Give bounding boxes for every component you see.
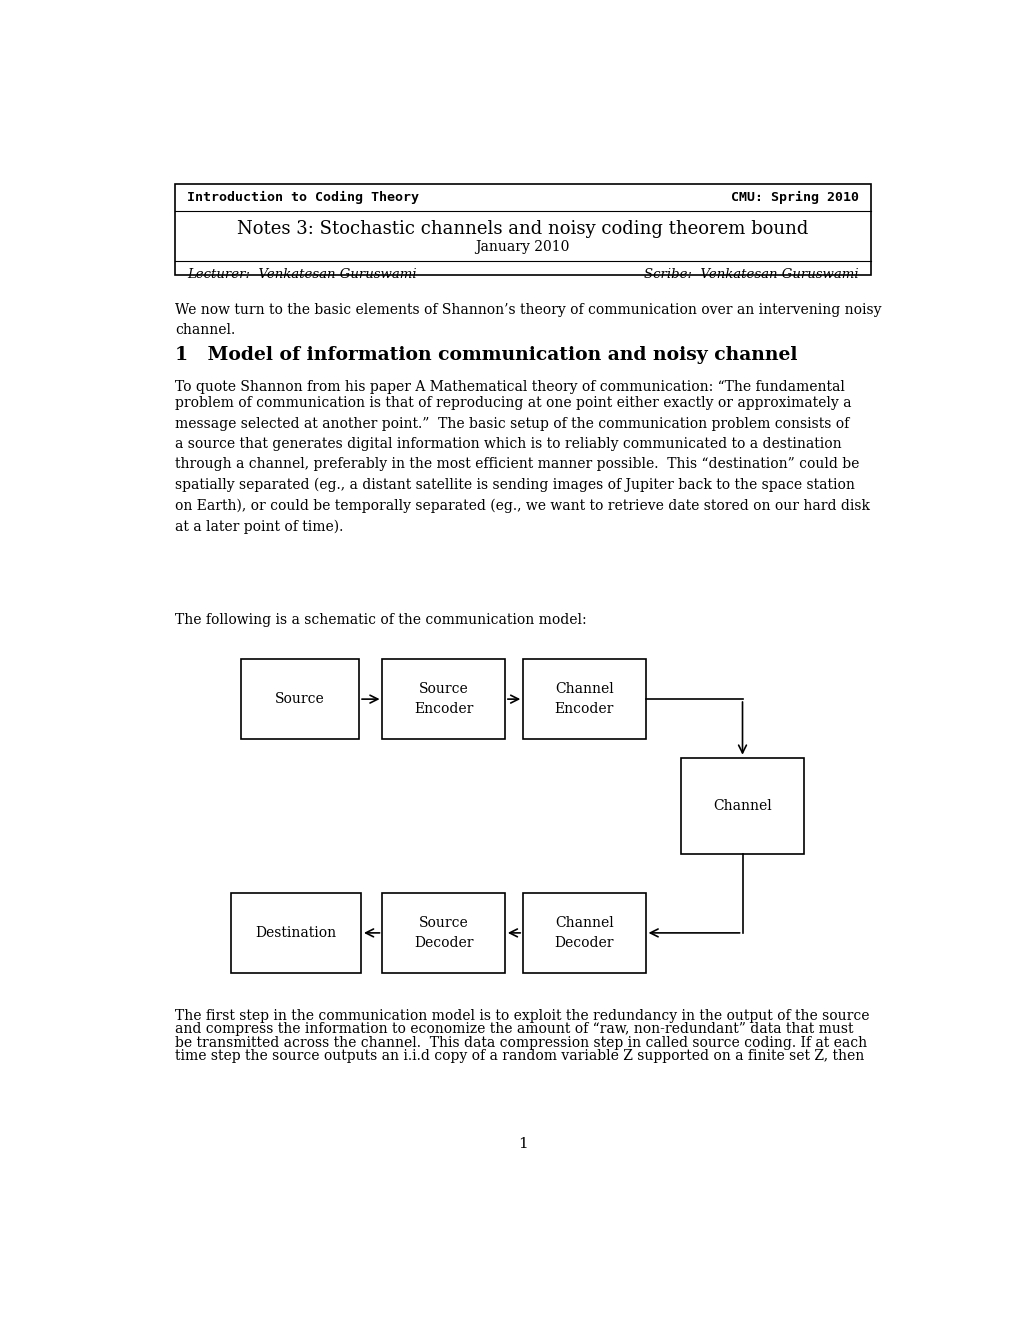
Text: Introduction to Coding Theory: Introduction to Coding Theory [186,191,419,205]
Bar [240,660,359,739]
Text: 1   Model of information communication and noisy channel: 1 Model of information communication and… [175,346,797,364]
Text: Lecturer:  Venkatesan Guruswami: Lecturer: Venkatesan Guruswami [186,268,416,281]
Text: time step the source outputs an i.i.d copy of a random variable Z supported on a: time step the source outputs an i.i.d co… [175,1049,863,1063]
Text: The first step in the communication model is to exploit the redundancy in the ou: The first step in the communication mode… [175,1008,868,1023]
Bar [382,660,504,739]
Text: Source: Source [275,692,324,706]
Bar [230,894,361,973]
Text: Scribe:  Venkatesan Guruswami: Scribe: Venkatesan Guruswami [643,268,858,281]
Text: 1: 1 [518,1138,527,1151]
Bar [175,183,869,276]
Text: be transmitted across the channel.  This data compression step in called source : be transmitted across the channel. This … [175,1036,866,1049]
Text: Channel: Channel [712,799,771,813]
Bar [681,758,803,854]
Text: The following is a schematic of the communication model:: The following is a schematic of the comm… [175,612,586,627]
Text: Notes 3: Stochastic channels and noisy coding theorem bound: Notes 3: Stochastic channels and noisy c… [236,219,808,238]
Text: Source
Encoder: Source Encoder [414,682,473,715]
Text: and compress the information to economize the amount of “raw, non-redundant” dat: and compress the information to economiz… [175,1022,853,1036]
Text: January 2010: January 2010 [475,240,570,253]
Text: problem of communication is that of reproducing at one point either exactly or a: problem of communication is that of repr… [175,396,869,535]
Text: CMU: Spring 2010: CMU: Spring 2010 [730,191,858,205]
Bar [523,660,645,739]
Text: To quote Shannon from his paper A Mathematical theory of communication: “The fun: To quote Shannon from his paper A Mathem… [175,380,844,393]
Text: We now turn to the basic elements of Shannon’s theory of communication over an i: We now turn to the basic elements of Sha… [175,302,880,338]
Text: Channel
Decoder: Channel Decoder [554,916,613,949]
Bar [523,894,645,973]
Text: Channel
Encoder: Channel Encoder [554,682,613,715]
Text: Source
Decoder: Source Decoder [414,916,473,949]
Bar [382,894,504,973]
Text: Destination: Destination [255,925,336,940]
